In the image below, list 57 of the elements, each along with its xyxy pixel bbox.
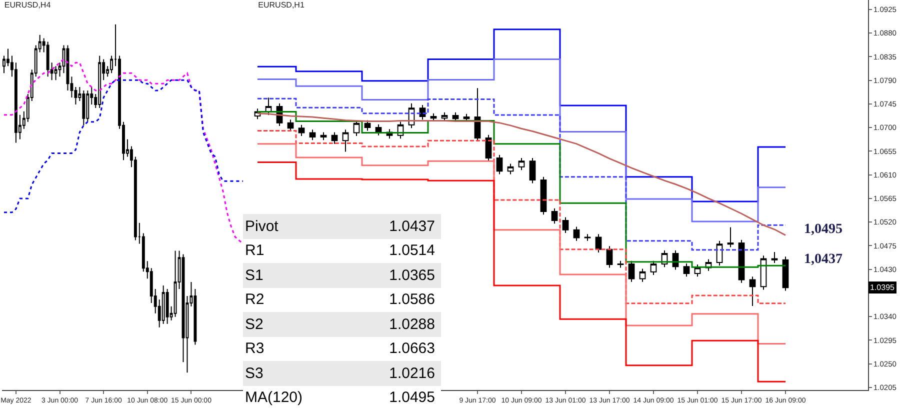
annotation: 1.0288 bbox=[388, 314, 436, 335]
annotation: R2 bbox=[244, 290, 266, 310]
candlestick bbox=[98, 55, 102, 108]
candlestick bbox=[617, 260, 624, 268]
annotation: R1 bbox=[244, 241, 266, 262]
annotation: S1 bbox=[244, 266, 264, 286]
candlestick bbox=[771, 251, 778, 264]
annotation: 1.0437 bbox=[388, 216, 436, 237]
candlestick bbox=[650, 260, 657, 276]
data-label: 1,0495 bbox=[804, 222, 842, 237]
candlestick bbox=[584, 234, 591, 242]
candlestick bbox=[518, 157, 525, 171]
annotation: 1.0663 bbox=[388, 339, 436, 360]
candlestick bbox=[287, 119, 294, 132]
candlestick bbox=[166, 288, 169, 324]
data-label: 1,0437 bbox=[804, 252, 842, 267]
candlestick bbox=[320, 132, 327, 141]
candlestick bbox=[683, 263, 690, 278]
candlestick bbox=[727, 226, 734, 248]
annotation: 1.0216 bbox=[388, 364, 436, 384]
candlestick bbox=[86, 90, 90, 122]
chart-title: EURUSD,H4 bbox=[4, 0, 52, 10]
candlestick bbox=[507, 163, 514, 175]
candlestick bbox=[174, 250, 177, 318]
candlestick bbox=[639, 268, 646, 282]
candlestick bbox=[46, 41, 50, 78]
annotation: 1.0586 bbox=[388, 290, 436, 310]
candlestick bbox=[551, 208, 558, 224]
candlestick bbox=[331, 132, 338, 144]
candlestick bbox=[562, 216, 569, 234]
candlestick bbox=[749, 276, 756, 307]
candlestick bbox=[782, 256, 789, 292]
candlestick bbox=[716, 240, 723, 266]
candlestick bbox=[540, 176, 547, 216]
candlestick bbox=[496, 154, 503, 175]
annotation: Pivot bbox=[244, 216, 280, 237]
annotation: 1.0514 bbox=[388, 241, 436, 262]
annotation: 1.0365 bbox=[388, 266, 436, 286]
candlestick bbox=[54, 66, 58, 81]
chart-title: EURUSD,H1 bbox=[258, 0, 305, 10]
candlestick bbox=[298, 124, 305, 136]
candlestick bbox=[162, 285, 165, 324]
candlestick bbox=[529, 157, 536, 184]
annotation: 1.0495 bbox=[388, 388, 436, 408]
candlestick bbox=[353, 120, 360, 136]
candlestick bbox=[628, 260, 635, 282]
candlestick bbox=[342, 129, 349, 152]
annotation: R3 bbox=[244, 339, 266, 360]
candlestick bbox=[309, 129, 316, 141]
annotation: S3 bbox=[244, 364, 264, 384]
candlestick bbox=[573, 226, 580, 242]
candlestick bbox=[474, 88, 481, 142]
annotation: S2 bbox=[244, 314, 264, 335]
candlestick bbox=[82, 90, 86, 126]
annotation: 1.0395 bbox=[870, 283, 896, 292]
candlestick bbox=[485, 134, 492, 162]
annotation: MA(120) bbox=[244, 388, 304, 408]
